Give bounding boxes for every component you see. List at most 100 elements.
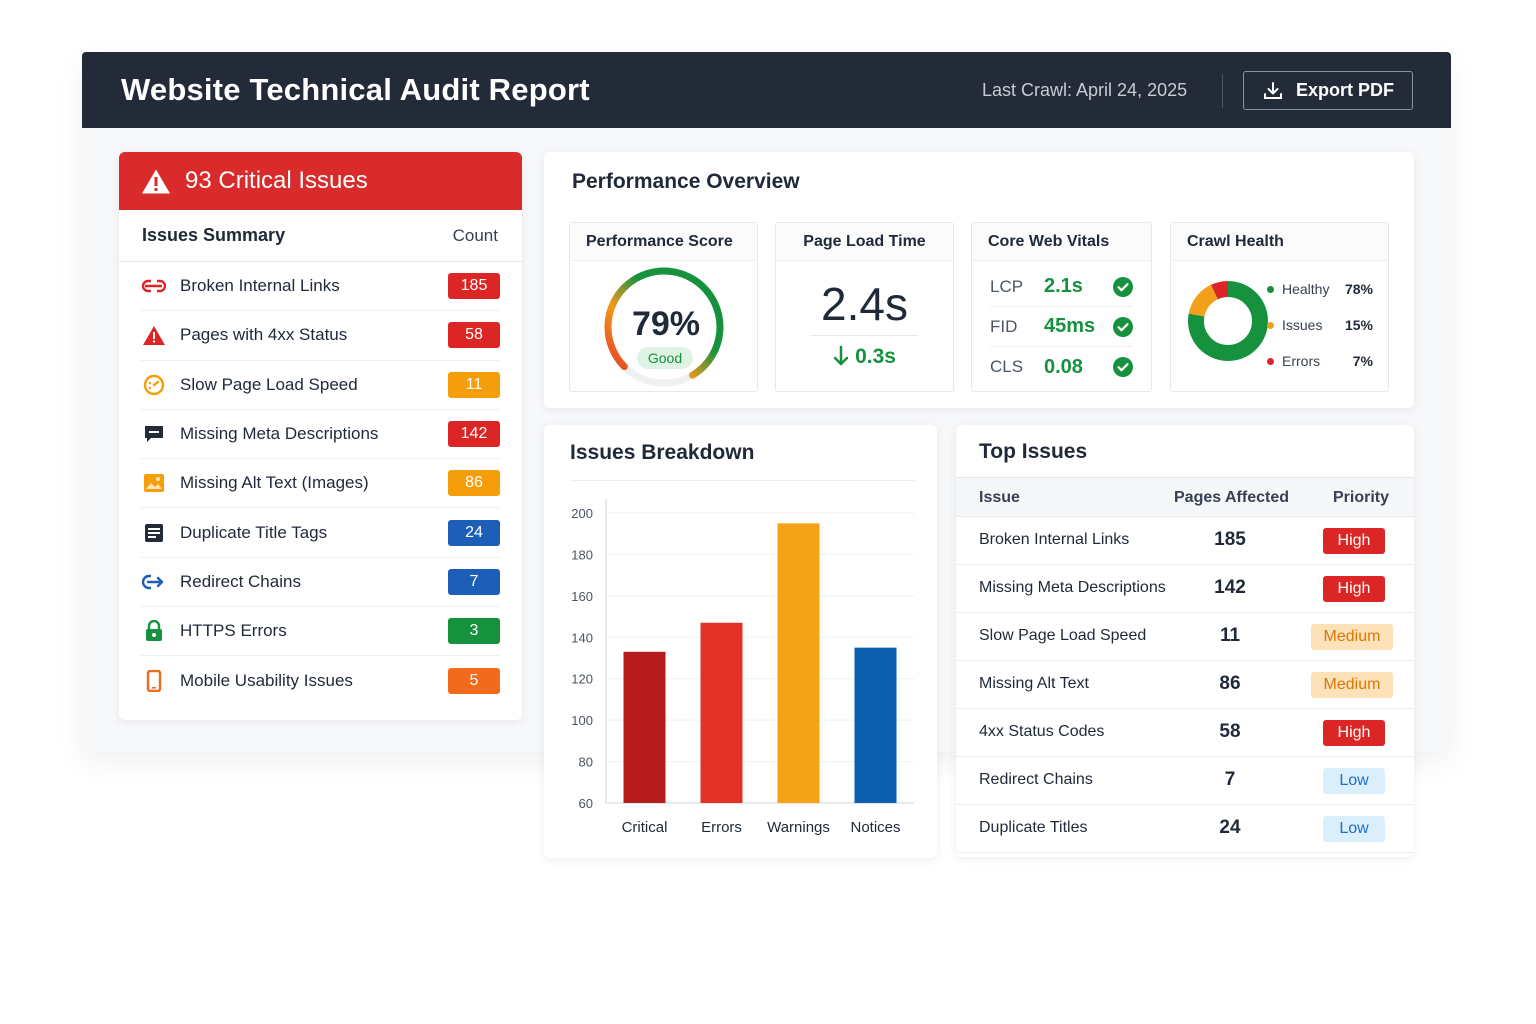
- legend-label: Healthy: [1282, 281, 1330, 297]
- mobile-icon: [141, 670, 167, 693]
- page-load-time-title: Page Load Time: [776, 223, 953, 261]
- performance-title: Performance Overview: [572, 170, 800, 193]
- x-tick-label: Notices: [850, 819, 900, 836]
- table-row[interactable]: Missing Alt Text 86 Medium: [956, 661, 1414, 709]
- summary-item[interactable]: Mobile Usability Issues 5: [141, 656, 500, 705]
- priority-badge: High: [1323, 576, 1385, 602]
- issue-name: Redirect Chains: [979, 771, 1093, 788]
- bar-warnings[interactable]: [777, 523, 820, 803]
- legend-pct: 78%: [1344, 281, 1373, 297]
- summary-item-count: 58: [448, 322, 500, 349]
- crawl-health-donut: [1188, 281, 1268, 361]
- top-issues-title: Top Issues: [979, 440, 1088, 463]
- summary-item[interactable]: Broken Internal Links 185: [141, 262, 500, 312]
- table-row[interactable]: 4xx Status Codes 58 High: [956, 709, 1414, 757]
- table-row[interactable]: Broken Internal Links 185 High: [956, 517, 1414, 565]
- legend-item-healthy: Healthy 78%: [1267, 281, 1373, 297]
- legend-label: Errors: [1282, 353, 1321, 369]
- summary-item-label: Missing Meta Descriptions: [180, 424, 379, 444]
- y-tick-label: 80: [579, 755, 593, 770]
- page-load-time-value: 2.4s: [821, 278, 908, 330]
- good-badge-bg: [637, 347, 693, 369]
- export-pdf-button[interactable]: Export PDF: [1243, 71, 1413, 110]
- summary-item-label: Duplicate Title Tags: [180, 522, 328, 542]
- page-load-time-tile: Page Load Time 2.4s 0.3s: [775, 222, 954, 392]
- issue-name: Broken Internal Links: [979, 531, 1130, 548]
- summary-item[interactable]: Duplicate Title Tags 24: [141, 508, 500, 558]
- vital-value: 0.08: [1044, 355, 1083, 378]
- issue-name: Slow Page Load Speed: [979, 627, 1147, 644]
- summary-item-label: Broken Internal Links: [180, 276, 340, 296]
- table-row[interactable]: Slow Page Load Speed 11 Medium: [956, 613, 1414, 661]
- donut-slice-issues: [1188, 284, 1219, 318]
- critical-issues-banner[interactable]: 93 Critical Issues: [119, 152, 522, 210]
- summary-item[interactable]: Missing Alt Text (Images) 86: [141, 459, 500, 509]
- bar-errors[interactable]: [700, 622, 743, 803]
- vital-row-lcp: LCP 2.1s: [990, 267, 1133, 307]
- table-row[interactable]: Redirect Chains 7 Low: [956, 757, 1414, 805]
- vital-row-fid: FID 45ms: [990, 307, 1133, 347]
- legend-item-issues: Issues 15%: [1267, 317, 1373, 333]
- issue-name: 4xx Status Codes: [979, 723, 1105, 740]
- header-bar: Website Technical Audit Report Last Craw…: [82, 52, 1451, 128]
- performance-score-value: 79%: [632, 305, 700, 343]
- performance-rating-badge: Good: [648, 350, 682, 366]
- image-icon: [141, 472, 167, 494]
- page-load-delta-value: 0.3s: [855, 345, 896, 368]
- pages-affected: 185: [1214, 529, 1246, 550]
- issues-breakdown-chart: 60 80 100 120 140 160 180 200 Critical Errors Warn…: [571, 499, 914, 836]
- priority-badge: Low: [1323, 816, 1385, 842]
- summary-item-count: 142: [448, 421, 500, 448]
- pages-affected: 86: [1219, 673, 1241, 694]
- pages-affected: 11: [1219, 625, 1241, 646]
- page-title: Website Technical Audit Report: [121, 72, 590, 107]
- table-row[interactable]: Duplicate Titles 24 Low: [956, 805, 1414, 853]
- summary-item[interactable]: Pages with 4xx Status 58: [141, 311, 500, 361]
- summary-item-label: Redirect Chains: [180, 571, 301, 591]
- document-icon: [141, 522, 167, 544]
- summary-item[interactable]: Redirect Chains 7: [141, 558, 500, 608]
- priority-badge: High: [1323, 528, 1385, 554]
- page-load-divider: [811, 335, 918, 336]
- last-crawl-date: Last Crawl: April 24, 2025: [982, 80, 1188, 100]
- crawl-health-title: Crawl Health: [1171, 223, 1388, 261]
- summary-item[interactable]: HTTPS Errors 3: [141, 607, 500, 657]
- header-divider: [1222, 74, 1223, 108]
- crawl-health-tile: Crawl Health Healthy 78% Issues 15% Errors 7%: [1170, 222, 1389, 392]
- summary-item-count: 185: [448, 273, 500, 300]
- legend-label: Issues: [1282, 317, 1323, 333]
- bar-notices[interactable]: [854, 647, 897, 803]
- bar-critical[interactable]: [623, 651, 666, 803]
- col-header-issue[interactable]: Issue: [979, 489, 1020, 506]
- y-tick-label: 160: [571, 589, 593, 604]
- performance-score-tile: Performance Score 79% Good: [569, 222, 758, 392]
- summary-item[interactable]: Missing Meta Descriptions 142: [141, 410, 500, 460]
- summary-item[interactable]: Slow Page Load Speed 11: [141, 361, 500, 410]
- check-circle-icon: [1113, 316, 1133, 337]
- issues-breakdown-title: Issues Breakdown: [570, 441, 755, 464]
- vital-key: CLS: [990, 357, 1024, 376]
- summary-header: Issues Summary Count: [119, 210, 522, 262]
- broken-link-icon: [141, 275, 167, 297]
- summary-item-label: Pages with 4xx Status: [180, 325, 348, 345]
- summary-item-count: 3: [448, 618, 500, 645]
- issue-name: Missing Meta Descriptions: [979, 579, 1166, 596]
- summary-item-count: 24: [448, 519, 500, 546]
- x-tick-label: Errors: [701, 819, 742, 836]
- core-web-vitals-title: Core Web Vitals: [972, 223, 1151, 261]
- critical-issues-label: 93 Critical Issues: [185, 167, 368, 194]
- col-header-pages[interactable]: Pages Affected: [1174, 489, 1289, 506]
- col-header-priority[interactable]: Priority: [1333, 489, 1390, 506]
- legend-dot: [1267, 321, 1274, 329]
- vital-value: 2.1s: [1044, 275, 1083, 297]
- y-tick-label: 140: [571, 630, 593, 645]
- issues-breakdown-divider: [570, 480, 915, 481]
- check-circle-icon: [1113, 357, 1133, 377]
- y-tick-label: 200: [571, 506, 593, 521]
- pages-affected: 142: [1214, 577, 1246, 598]
- priority-badge: High: [1323, 720, 1385, 746]
- pages-affected: 58: [1219, 721, 1241, 742]
- issue-name: Duplicate Titles: [979, 819, 1088, 836]
- table-row[interactable]: Missing Meta Descriptions 142 High: [956, 565, 1414, 613]
- vital-key: LCP: [990, 276, 1024, 296]
